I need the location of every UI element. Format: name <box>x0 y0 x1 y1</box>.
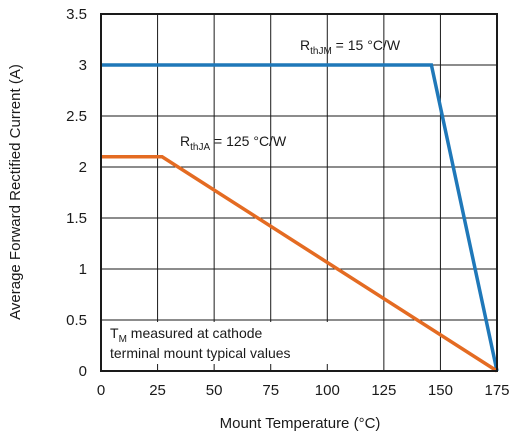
y-tick-label-7: 3.5 <box>66 6 87 23</box>
x-tick-label-1: 25 <box>149 382 166 399</box>
series-line-1 <box>101 155 498 373</box>
y-tick-label-6: 3 <box>79 57 87 74</box>
y-tick-label-2: 1 <box>79 261 87 278</box>
x-tick-label-5: 125 <box>371 382 396 399</box>
x-tick-label-6: 150 <box>428 382 453 399</box>
y-axis-label: Average Forward Rectified Current (A) <box>7 64 24 320</box>
y-tick-label-1: 0.5 <box>66 312 87 329</box>
y-tick-labels: 0 0.5 1 1.5 2 2.5 3 3.5 <box>66 6 87 380</box>
grid-lines <box>100 13 498 372</box>
x-tick-label-3: 75 <box>262 382 279 399</box>
series-label-rthja-sub: thJA <box>190 142 210 153</box>
x-tick-label-0: 0 <box>97 382 105 399</box>
annotation-box <box>105 322 337 364</box>
x-tick-label-4: 100 <box>315 382 340 399</box>
x-tick-labels: 0 25 50 75 100 125 150 175 <box>97 382 510 399</box>
series-label-rthja-main: R <box>180 133 190 149</box>
series-label-rthja-rest: = 125 °C/W <box>210 133 287 149</box>
series-line-0 <box>101 63 499 372</box>
y-tick-label-4: 2 <box>79 159 87 176</box>
series-lines <box>101 63 499 373</box>
annotation-main: T <box>110 325 119 341</box>
x-tick-label-7: 175 <box>484 382 509 399</box>
series-label-rthja: RthJA = 125 °C/W <box>180 133 287 153</box>
series-label-rthjm-main: R <box>300 37 310 53</box>
series-label-rthjm-sub: thJM <box>310 46 332 57</box>
y-tick-label-0: 0 <box>79 363 87 380</box>
annotation-line-1: TM measured at cathode <box>110 325 263 345</box>
series-label-rthjm-rest: = 15 °C/W <box>332 37 401 53</box>
x-tick-label-2: 50 <box>206 382 223 399</box>
annotation-sub: M <box>119 334 127 345</box>
annotation-rest: measured at cathode <box>127 325 263 341</box>
y-tick-label-5: 2.5 <box>66 108 87 125</box>
series-label-rthjm: RthJM = 15 °C/W <box>300 37 401 57</box>
x-axis-label: Mount Temperature (°C) <box>220 415 381 432</box>
annotation-line-2: terminal mount typical values <box>110 345 291 361</box>
plot-frame <box>100 13 498 372</box>
y-tick-label-3: 1.5 <box>66 210 87 227</box>
